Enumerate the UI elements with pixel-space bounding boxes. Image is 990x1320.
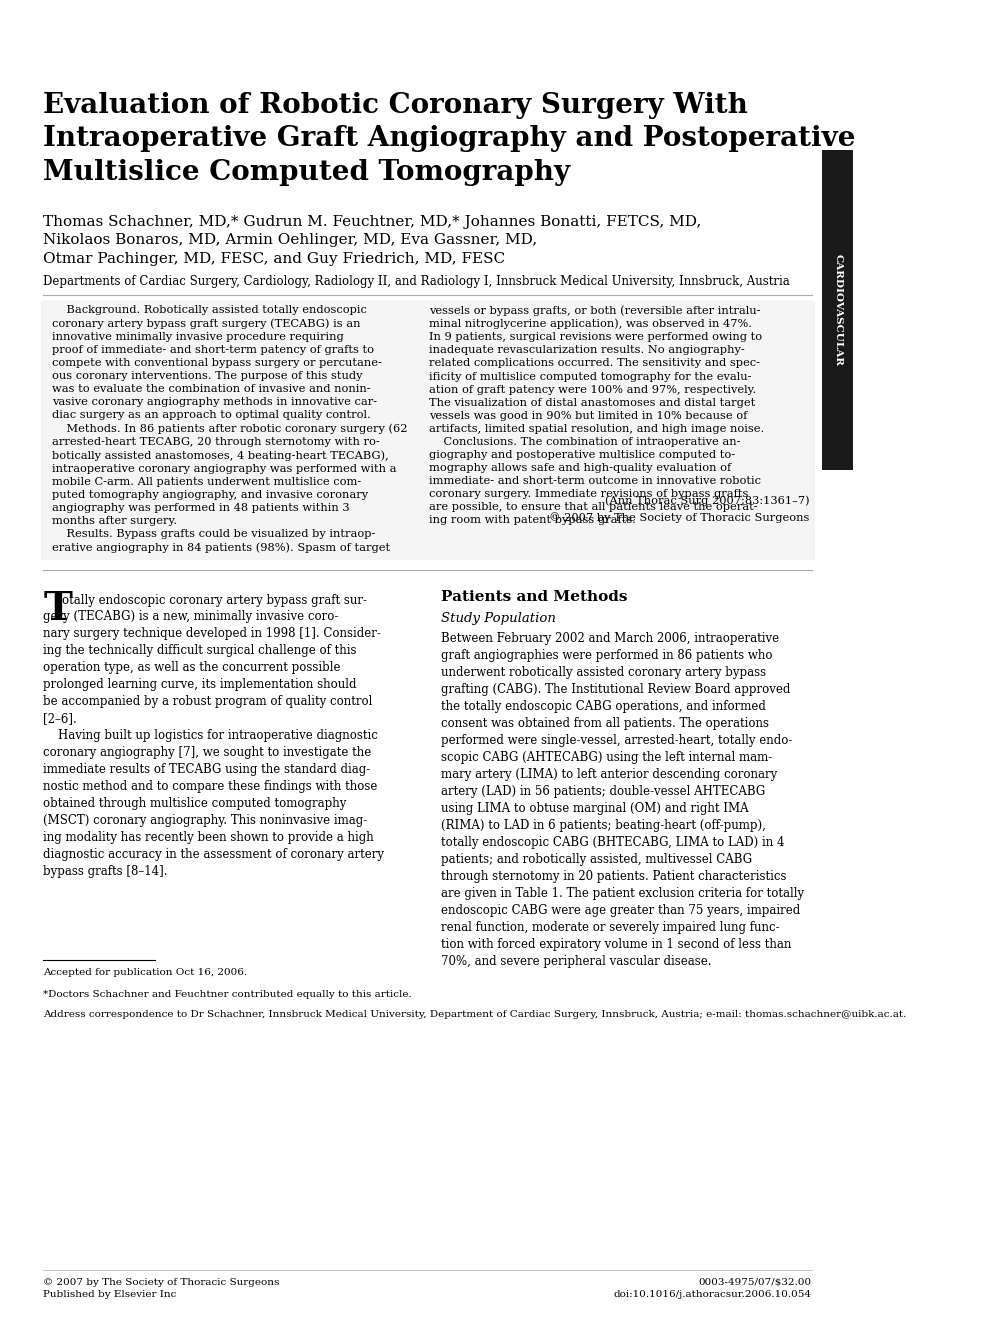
Text: © 2007 by The Society of Thoracic Surgeons: © 2007 by The Society of Thoracic Surgeo… [549,512,810,523]
Text: T: T [44,590,72,628]
Bar [44,300,812,560]
Text: gery (TECABG) is a new, minimally invasive coro-
nary surgery technique develope: gery (TECABG) is a new, minimally invasi… [44,610,384,878]
Text: Between February 2002 and March 2006, intraoperative
graft angiographies were pe: Between February 2002 and March 2006, in… [441,632,804,968]
Text: Background. Robotically assisted totally endoscopic
coronary artery bypass graft: Background. Robotically assisted totally… [51,305,407,553]
Text: (Ann Thorac Surg 2007;83:1361–7): (Ann Thorac Surg 2007;83:1361–7) [605,495,810,506]
Text: Address correspondence to Dr Schachner, Innsbruck Medical University, Department: Address correspondence to Dr Schachner, … [44,1010,907,1019]
Text: CARDIOVASCULAR: CARDIOVASCULAR [834,253,842,366]
Text: otally endoscopic coronary artery bypass graft sur-: otally endoscopic coronary artery bypass… [62,594,367,607]
Text: © 2007 by The Society of Thoracic Surgeons
Published by Elsevier Inc: © 2007 by The Society of Thoracic Surgeo… [44,1278,279,1299]
Text: Departments of Cardiac Surgery, Cardiology, Radiology II, and Radiology I, Innsb: Departments of Cardiac Surgery, Cardiolo… [44,275,790,288]
Text: vessels or bypass grafts, or both (reversible after intralu-
minal nitroglycerin: vessels or bypass grafts, or both (rever… [430,305,764,525]
Bar [42,302,815,560]
Text: Evaluation of Robotic Coronary Surgery With
Intraoperative Graft Angiography and: Evaluation of Robotic Coronary Surgery W… [44,92,855,186]
Text: Thomas Schachner, MD,* Gudrun M. Feuchtner, MD,* Johannes Bonatti, FETCS, MD,
Ni: Thomas Schachner, MD,* Gudrun M. Feuchtn… [44,215,702,265]
Text: 0003-4975/07/$32.00
doi:10.1016/j.athoracsur.2006.10.054: 0003-4975/07/$32.00 doi:10.1016/j.athora… [614,1278,812,1299]
Bar [823,150,853,470]
Text: Study Population: Study Population [441,612,555,624]
Text: Patients and Methods: Patients and Methods [441,590,627,605]
Text: *Doctors Schachner and Feuchtner contributed equally to this article.: *Doctors Schachner and Feuchtner contrib… [44,990,412,999]
Text: Accepted for publication Oct 16, 2006.: Accepted for publication Oct 16, 2006. [44,968,248,977]
